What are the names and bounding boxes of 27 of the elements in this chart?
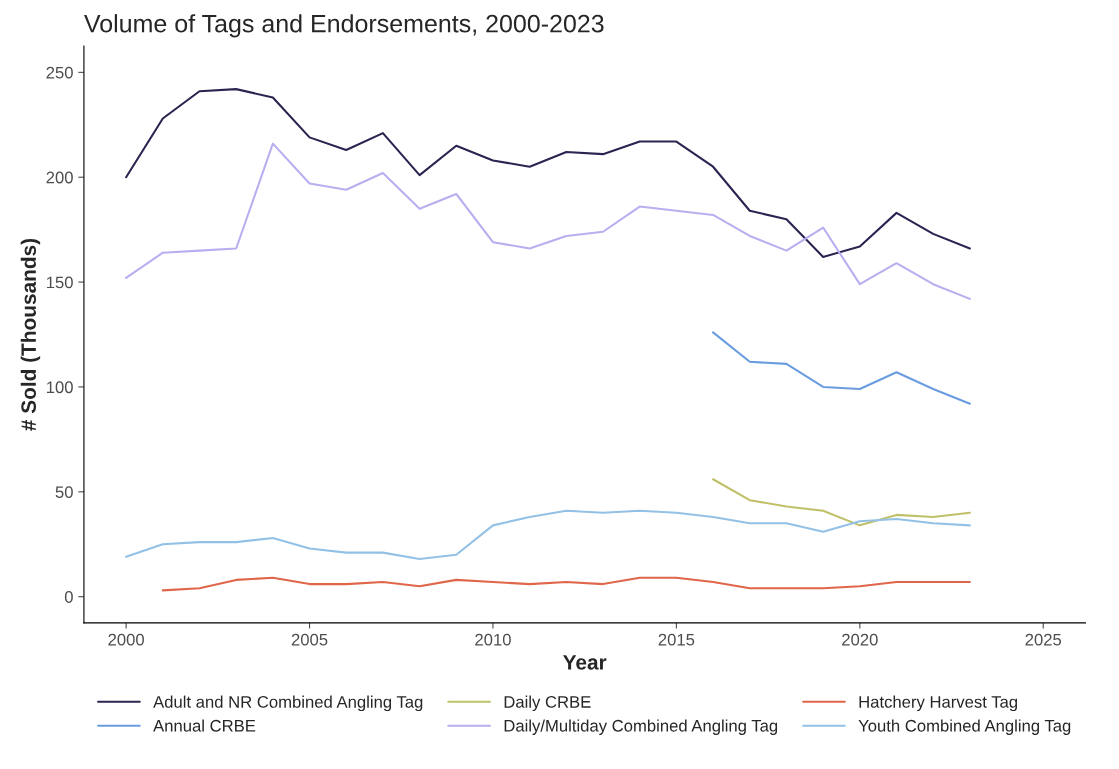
line-series [712, 478, 971, 527]
legend-label: Daily CRBE [504, 695, 591, 712]
line-series [161, 576, 971, 592]
legend-label: Hatchery Harvest Tag [859, 695, 1018, 712]
legend-label: Annual CRBE [153, 719, 256, 732]
x-tick-label: 2020 [842, 633, 878, 646]
legend-label: Adult and NR Combined Angling Tag [153, 695, 423, 712]
y-tick-label: 100 [46, 381, 73, 394]
y-tick-label: 0 [64, 591, 73, 603]
y-tick-label: 150 [46, 276, 73, 289]
y-axis-title: # Sold (Thousands) [20, 238, 41, 431]
line-series [125, 509, 971, 560]
line-series [712, 331, 971, 405]
legend-label: Daily/Multiday Combined Angling Tag [504, 719, 778, 735]
y-tick-label: 50 [55, 486, 73, 499]
legend-label: Youth Combined Angling Tag [858, 719, 1071, 735]
x-tick-label: 2010 [475, 633, 511, 646]
y-tick-label: 200 [46, 171, 73, 184]
line-series [125, 142, 971, 300]
x-tick-label: 2005 [291, 633, 328, 646]
x-tick-label: 2025 [1025, 633, 1062, 646]
x-tick-label: 2015 [658, 633, 695, 646]
x-tick-label: 2000 [108, 633, 144, 646]
x-axis-title: Year [563, 655, 607, 670]
chart-title: Volume of Tags and Endorsements, 2000-2023 [84, 14, 604, 38]
y-tick-label: 250 [46, 66, 73, 79]
line-series [125, 88, 971, 258]
